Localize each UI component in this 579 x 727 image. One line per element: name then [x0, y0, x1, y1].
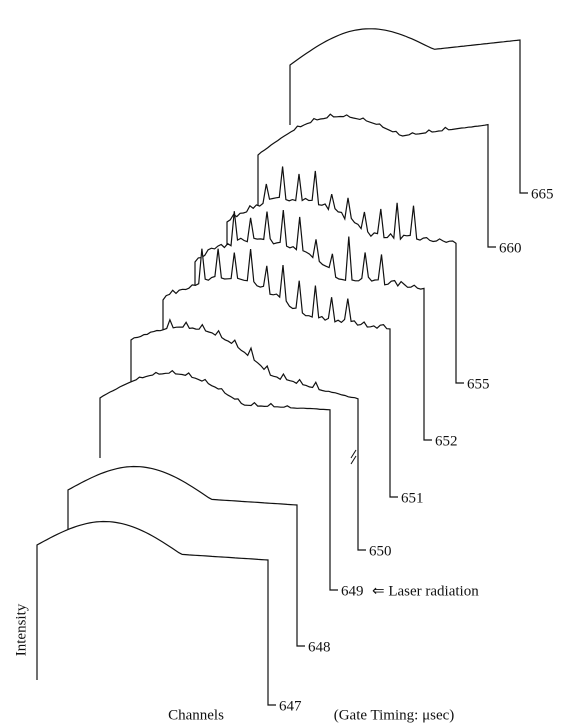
trace-fill: [37, 521, 268, 705]
break-mark: [350, 455, 357, 465]
laser-annotation: ⇐ Laser radiation: [372, 583, 479, 599]
y-axis-label: Intensity: [13, 603, 29, 656]
gate-timing-label: 655: [467, 376, 490, 392]
gate-timing-label: 649: [341, 583, 364, 599]
gate-timing-label: 665: [531, 186, 554, 202]
spectrum-trace: [289, 28, 528, 194]
spectrum-trace: [194, 210, 432, 441]
spectrum-trace: [257, 113, 496, 248]
gate-timing-label: 651: [401, 490, 424, 506]
x-axis-label: Channels: [168, 707, 224, 723]
gate-timing-label: 650: [369, 543, 392, 559]
gate-timing-label: 648: [308, 639, 331, 655]
break-mark: [350, 449, 357, 459]
spectrum-trace: [36, 520, 276, 706]
spectrum-trace: [162, 248, 398, 498]
gate-timing-label: 652: [435, 433, 458, 449]
spectrum-trace: [130, 318, 366, 551]
gate-timing-label: 647: [279, 698, 302, 714]
spectrum-trace: [67, 465, 305, 647]
gate-timing-label: 660: [499, 240, 522, 256]
spectrum-trace: [99, 369, 338, 591]
traces: 665 660 655 652 651 650 649 ⇐ Laser radiation 64…: [36, 28, 554, 714]
timing-label: (Gate Timing: μsec): [334, 707, 455, 723]
spectrum-trace: [226, 166, 464, 384]
